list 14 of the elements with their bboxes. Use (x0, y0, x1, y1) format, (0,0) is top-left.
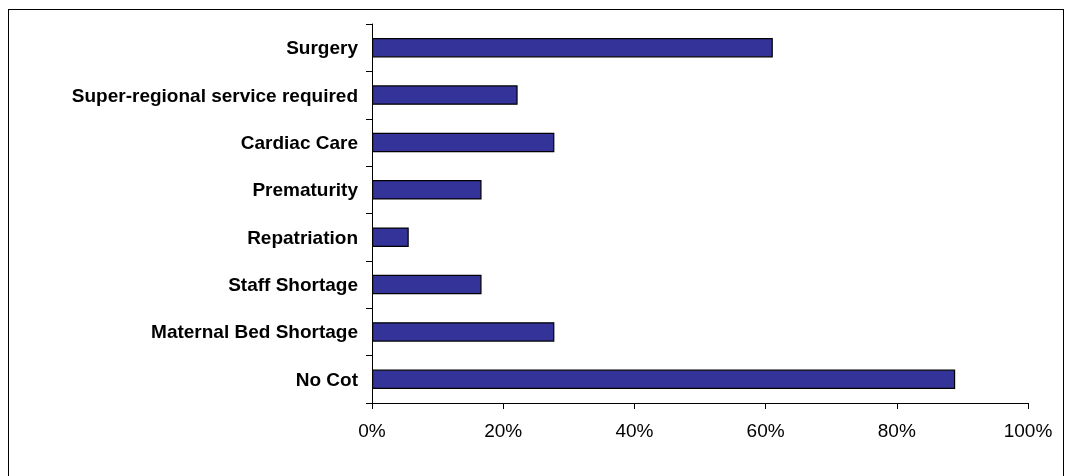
y-tick-label: Super-regional service required (71, 84, 358, 106)
y-tick-label: Surgery (286, 37, 359, 59)
x-tick-label: 20% (484, 420, 523, 441)
y-tick-label: No Cot (295, 368, 359, 390)
y-tick-label: Repatriation (247, 226, 358, 248)
y-tick-label: Cardiac Care (240, 131, 358, 153)
y-tick-label: Prematurity (252, 179, 359, 201)
x-tick-label: 60% (746, 420, 785, 441)
y-tick-label: Staff Shortage (228, 274, 358, 296)
y-tick-label: Maternal Bed Shortage (151, 321, 358, 343)
x-tick-label: 0% (358, 420, 386, 441)
x-tick-label: 80% (877, 420, 916, 441)
x-tick-label: 100% (1003, 420, 1053, 441)
x-tick-label: 40% (615, 420, 654, 441)
